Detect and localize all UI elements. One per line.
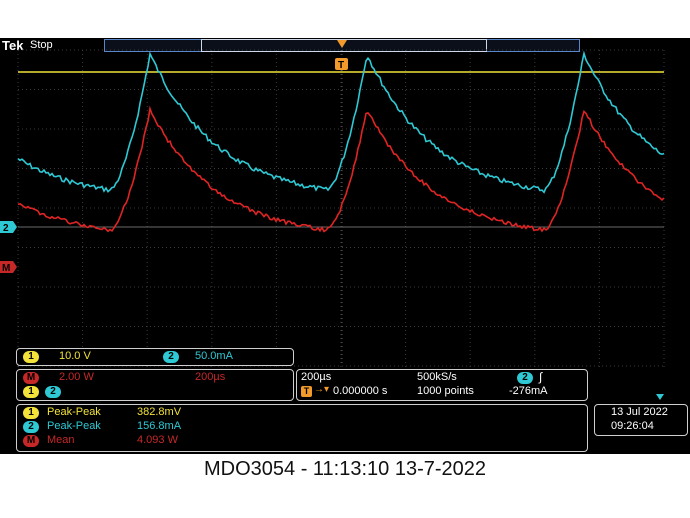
date: 13 Jul 2022 [611,406,668,418]
measurement-value: 156.8mA [137,420,182,432]
sample-rate: 500kS/s [417,371,457,383]
record-view-window[interactable] [201,39,487,52]
channel-scale-box[interactable]: 1 10.0 V 2 50.0mA [16,348,294,366]
image-caption: MDO3054 - 11:13:10 13-7-2022 [203,458,487,480]
math-badge[interactable]: M [23,372,39,384]
measurement-row: M Mean 4.093 W [17,434,587,448]
rising-edge-icon: ∫ [539,370,543,384]
graticule-dots [17,49,665,367]
measurement-source-badge: 1 [23,407,39,419]
measurement-name: Mean [47,434,75,446]
measurement-source-badge: 2 [23,421,39,433]
math-scale: 2.00 W [59,371,94,383]
timebase-box[interactable]: 200µs 500kS/s 2 ∫ T →▾ 0.000000 s 1000 p… [296,369,588,401]
measurement-name: Peak-Peak [47,406,101,418]
ch1-scale: 10.0 V [59,350,91,362]
measurement-value: 4.093 W [137,434,178,446]
math-source-2-badge: 2 [45,386,61,398]
trigger-position: 0.000000 s [333,385,388,397]
trigger-level: -276mA [509,385,548,397]
ch1-badge[interactable]: 1 [23,351,39,363]
measurement-name: Peak-Peak [47,420,101,432]
measurement-row: 2 Peak-Peak 156.8mA [17,420,587,434]
measurement-value: 382.8mV [137,406,182,418]
trigger-position-icon: T [301,386,312,397]
math-time-scale: 200µs [195,371,226,383]
math-box[interactable]: M 2.00 W 200µs 1 2 [16,369,294,401]
trigger-position-marker [335,40,348,70]
ch2-ground-label: 2 [3,223,9,234]
brand-logo: Tek [2,38,24,53]
record-length: 1000 points [417,385,474,397]
trigger-arrow-icon: →▾ [314,384,330,395]
ch2-scale: 50.0mA [195,350,233,362]
math-trace [17,105,665,233]
ch2-ground-marker [0,221,17,233]
time: 09:26:04 [611,420,654,432]
math-ground-label: M [2,263,10,274]
horizontal-scale: 200µs [301,371,332,383]
record-end-marker [656,394,664,400]
ch2-badge[interactable]: 2 [163,351,179,363]
oscilloscope-screen: Tek Stop T 2 M [0,38,690,454]
trigger-source-badge: 2 [517,372,533,384]
run-status[interactable]: Stop [30,39,53,51]
waveform-display: T 2 M [0,40,665,400]
datetime-box[interactable]: 13 Jul 2022 09:26:04 [594,404,688,436]
measurement-row: 1 Peak-Peak 382.8mV [17,406,587,420]
math-source-1-badge: 1 [23,386,39,398]
math-ground-marker [0,261,17,273]
measurement-source-badge: M [23,435,39,447]
trigger-marker-label: T [338,60,344,71]
graticule-grid [17,49,665,367]
ch2-trace [17,50,665,194]
measurements-box[interactable]: 1 Peak-Peak 382.8mV 2 Peak-Peak 156.8mA … [16,404,588,452]
